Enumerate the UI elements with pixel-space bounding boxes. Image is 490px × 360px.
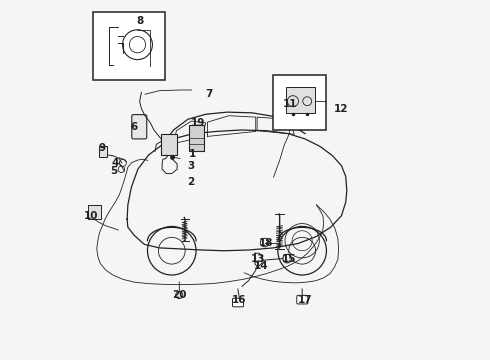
Bar — [273, 75, 326, 130]
Text: 5: 5 — [111, 166, 118, 176]
Text: 17: 17 — [298, 295, 312, 305]
Text: 3: 3 — [187, 161, 195, 171]
Text: 19: 19 — [191, 118, 205, 128]
Text: 13: 13 — [250, 253, 265, 264]
Text: 2: 2 — [187, 177, 195, 187]
Bar — [99, 146, 107, 157]
Text: 10: 10 — [83, 211, 98, 221]
Text: 8: 8 — [137, 16, 144, 26]
Text: 18: 18 — [258, 238, 273, 248]
Text: 7: 7 — [205, 89, 212, 99]
Text: 1: 1 — [189, 149, 196, 159]
Bar — [286, 87, 315, 113]
Text: 11: 11 — [283, 99, 297, 109]
Text: 15: 15 — [281, 253, 296, 264]
Text: 6: 6 — [131, 122, 138, 132]
FancyBboxPatch shape — [297, 296, 308, 304]
Bar — [88, 205, 100, 219]
Text: 16: 16 — [232, 295, 246, 305]
Text: 12: 12 — [334, 104, 349, 114]
Text: 4: 4 — [112, 158, 120, 168]
Bar — [93, 12, 165, 80]
FancyBboxPatch shape — [132, 114, 147, 139]
FancyBboxPatch shape — [232, 298, 244, 307]
Bar — [189, 125, 203, 152]
Bar — [161, 134, 177, 155]
Text: 9: 9 — [98, 143, 106, 153]
Text: 20: 20 — [172, 290, 187, 300]
Text: 14: 14 — [254, 261, 269, 271]
